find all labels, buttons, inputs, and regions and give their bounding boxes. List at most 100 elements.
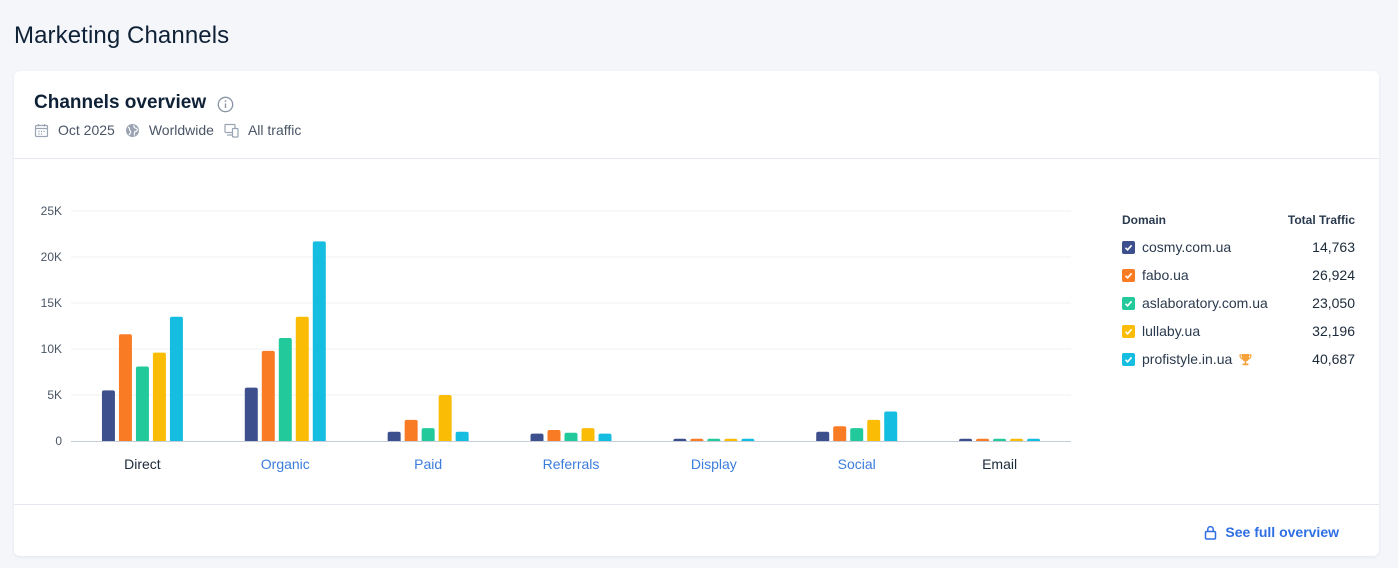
bar[interactable] [993, 438, 1007, 441]
bar[interactable] [724, 438, 738, 441]
bar[interactable] [312, 241, 326, 441]
lock-icon [1205, 525, 1217, 540]
legend-domain: profistyle.in.ua [1122, 351, 1312, 367]
check-icon [1124, 300, 1133, 307]
bar[interactable] [581, 428, 595, 441]
x-category-label[interactable]: Social [838, 456, 876, 472]
bar[interactable] [598, 433, 612, 441]
card-title: Channels overview [34, 92, 207, 113]
bar[interactable] [867, 419, 881, 441]
legend-domain-name: aslaboratory.com.ua [1142, 295, 1268, 311]
x-category-label: Direct [124, 456, 161, 472]
legend-domain: lullaby.ua [1122, 323, 1312, 339]
legend-domain-name: cosmy.com.ua [1142, 239, 1232, 255]
check-icon [1124, 244, 1133, 251]
x-category-label[interactable]: Display [691, 456, 737, 472]
x-category-label[interactable]: Referrals [543, 456, 600, 472]
bar[interactable] [135, 366, 149, 441]
devices-icon [224, 123, 239, 138]
bar[interactable] [850, 428, 864, 441]
bar[interactable] [976, 438, 990, 441]
legend-checkbox[interactable] [1122, 324, 1135, 338]
legend-total-value: 14,763 [1312, 239, 1355, 255]
bar[interactable] [261, 350, 275, 441]
card-header: Channels overview Oct 2025 Worldwide [14, 71, 1379, 159]
x-category-label[interactable]: Paid [414, 456, 442, 472]
y-tick-label: 10K [41, 342, 62, 356]
legend-total-value: 40,687 [1312, 351, 1355, 367]
legend-header-total: Total Traffic [1287, 213, 1355, 227]
card-meta: Oct 2025 Worldwide All traffic [34, 122, 311, 138]
legend-item[interactable]: lullaby.ua 32,196 [1122, 317, 1355, 345]
bar[interactable] [455, 431, 469, 441]
legend-item[interactable]: fabo.ua 26,924 [1122, 261, 1355, 289]
bar[interactable] [244, 387, 258, 441]
x-category-label[interactable]: Organic [261, 456, 310, 472]
check-icon [1124, 328, 1133, 335]
y-tick-label: 25K [41, 204, 62, 218]
legend-domain: cosmy.com.ua [1122, 239, 1312, 255]
bar[interactable] [741, 438, 755, 441]
bar[interactable] [816, 431, 830, 441]
legend-domain-name: profistyle.in.ua [1142, 351, 1233, 367]
legend-checkbox[interactable] [1122, 352, 1135, 366]
bar[interactable] [707, 438, 721, 441]
x-category-label: Email [982, 456, 1017, 472]
legend-checkbox[interactable] [1122, 268, 1135, 282]
see-full-overview-link[interactable]: See full overview [1204, 524, 1339, 540]
legend-domain: fabo.ua [1122, 267, 1312, 283]
calendar-icon [34, 123, 49, 137]
legend-checkbox[interactable] [1122, 240, 1135, 254]
legend-checkbox[interactable] [1122, 296, 1135, 310]
bar[interactable] [1010, 438, 1024, 441]
info-icon[interactable] [217, 96, 234, 113]
y-tick-label: 5K [47, 388, 62, 402]
chart-legend: Domain Total Traffic cosmy.com.ua 14,763 f… [1122, 213, 1355, 373]
bar[interactable] [295, 316, 309, 441]
legend-total-value: 23,050 [1312, 295, 1355, 311]
check-icon [1124, 272, 1133, 279]
bar[interactable] [152, 352, 166, 441]
channels-bar-chart: 0 5K 10K 15K 20K 25K Direct Organic Paid Referral… [41, 204, 1071, 472]
globe-icon [125, 123, 139, 137]
page-title: Marketing Channels [14, 22, 230, 49]
bar[interactable] [884, 411, 898, 441]
bar[interactable] [278, 337, 292, 441]
bar[interactable] [673, 438, 687, 441]
legend-header: Domain Total Traffic [1122, 213, 1355, 233]
bar[interactable] [421, 428, 435, 441]
legend-item[interactable]: cosmy.com.ua 14,763 [1122, 233, 1355, 261]
bar[interactable] [118, 334, 132, 441]
bar[interactable] [404, 419, 418, 441]
y-tick-label: 0 [55, 434, 62, 448]
legend-item[interactable]: aslaboratory.com.ua 23,050 [1122, 289, 1355, 317]
y-tick-label: 20K [41, 250, 62, 264]
legend-total-value: 26,924 [1312, 267, 1355, 283]
meta-date: Oct 2025 [58, 122, 115, 138]
legend-item[interactable]: profistyle.in.ua 40,687 [1122, 345, 1355, 373]
chart-area: 0 5K 10K 15K 20K 25K Direct Organic Paid Referral… [14, 160, 1379, 505]
bar[interactable] [547, 429, 561, 441]
meta-traffic: All traffic [247, 122, 302, 138]
bar[interactable] [833, 426, 847, 441]
bar[interactable] [169, 316, 183, 441]
bar[interactable] [564, 432, 578, 441]
y-tick-label: 15K [41, 296, 62, 310]
bar[interactable] [959, 438, 973, 441]
channels-overview-card: Channels overview Oct 2025 Worldwide [14, 71, 1379, 556]
check-icon [1124, 356, 1133, 363]
legend-total-value: 32,196 [1312, 323, 1355, 339]
bar[interactable] [101, 390, 115, 441]
card-footer: See full overview [14, 504, 1379, 556]
bar[interactable] [530, 433, 544, 441]
trophy-icon [1239, 353, 1252, 365]
bar[interactable] [387, 431, 401, 441]
meta-region: Worldwide [148, 122, 214, 138]
bar[interactable] [690, 438, 704, 441]
bar[interactable] [1027, 438, 1041, 441]
legend-header-domain: Domain [1122, 213, 1167, 227]
legend-domain: aslaboratory.com.ua [1122, 295, 1312, 311]
see-full-overview-label: See full overview [1225, 524, 1339, 540]
legend-domain-name: lullaby.ua [1142, 323, 1201, 339]
bar[interactable] [438, 395, 452, 441]
